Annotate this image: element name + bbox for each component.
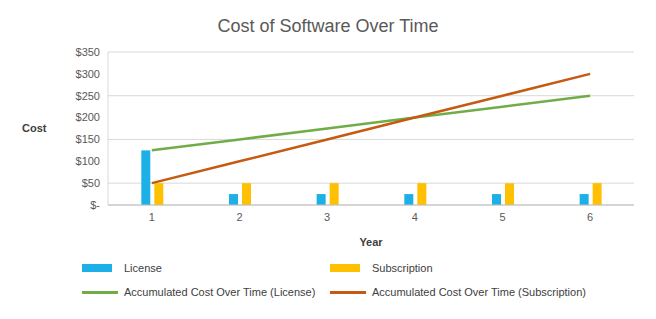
svg-text:6: 6 [587, 211, 593, 223]
svg-text:2: 2 [236, 211, 242, 223]
svg-text:$200: $200 [76, 111, 100, 123]
svg-text:$350: $350 [76, 46, 100, 58]
html-text:Cost of Software Over Time: Cost of Software Over Time [217, 16, 439, 36]
html-text:Accumulated Cost Over Time (Su: Accumulated Cost Over Time (Subscription… [372, 286, 586, 298]
html-text:License: License [124, 262, 162, 274]
svg-text:$100: $100 [76, 155, 100, 167]
html-text:Cost: Cost [22, 122, 47, 134]
svg-text:3: 3 [324, 211, 330, 223]
svg-text:Year: Year [359, 236, 383, 248]
html-text:Accumulated Cost Over Time (Li: Accumulated Cost Over Time (License) [124, 286, 316, 298]
svg-text:$250: $250 [76, 90, 100, 102]
svg-text:$-: $- [90, 199, 100, 211]
svg-text:$50: $50 [82, 177, 100, 189]
svg-text:$150: $150 [76, 133, 100, 145]
svg-text:5: 5 [499, 211, 505, 223]
svg-text:1: 1 [149, 211, 155, 223]
svg-text:$300: $300 [76, 68, 100, 80]
svg-text:4: 4 [412, 211, 418, 223]
html-text:Subscription: Subscription [372, 262, 433, 274]
